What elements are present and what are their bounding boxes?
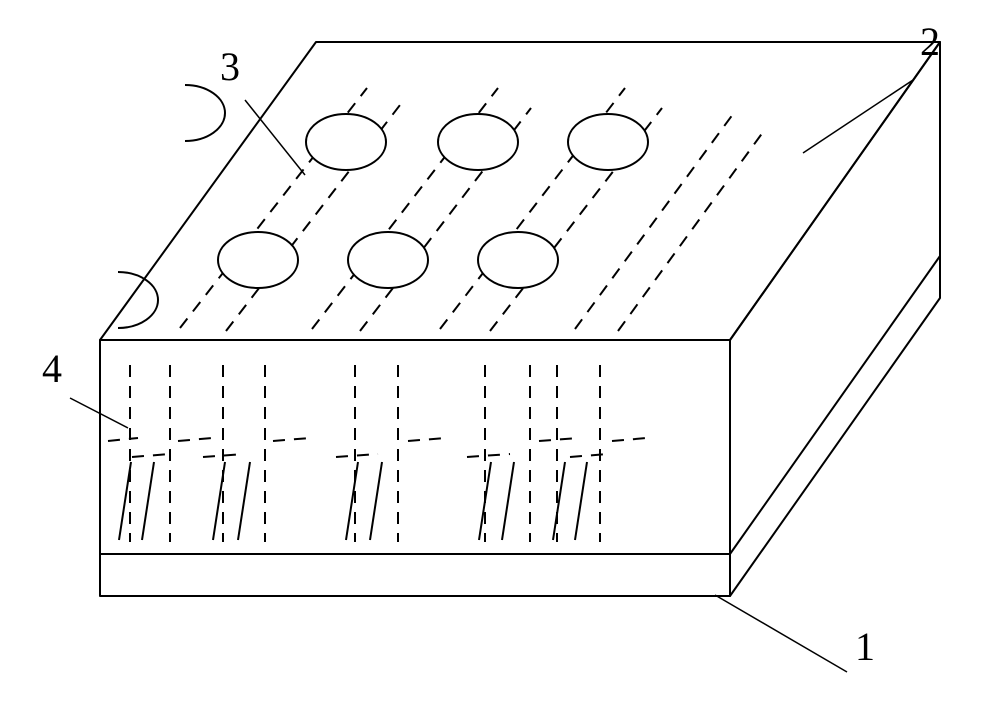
callout-label-4: 4 [42,346,62,391]
callout-label-2: 2 [920,19,940,64]
callout-label-1: 1 [855,624,875,669]
callout-label-3: 3 [220,44,240,89]
